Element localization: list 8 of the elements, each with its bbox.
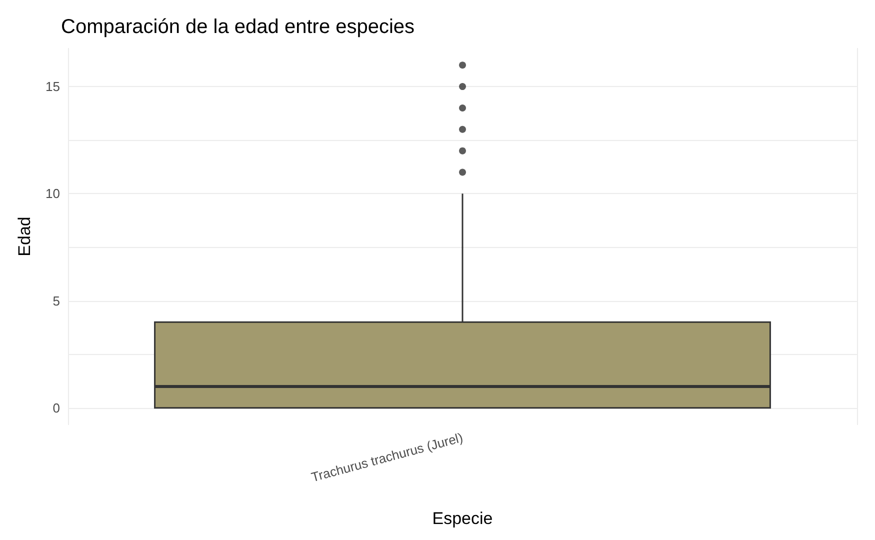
y-axis-title: Edad	[15, 216, 34, 256]
x-tick-label: Trachurus trachurus (Jurel)	[310, 430, 464, 485]
y-tick-label: 10	[46, 186, 60, 202]
x-axis-title: Especie	[432, 509, 493, 528]
y-tick-label: 5	[52, 293, 60, 308]
chart-title: Comparación de la edad entre especies	[61, 16, 415, 38]
y-tick-label: 0	[52, 400, 60, 416]
y-tick-label: 15	[46, 79, 60, 94]
